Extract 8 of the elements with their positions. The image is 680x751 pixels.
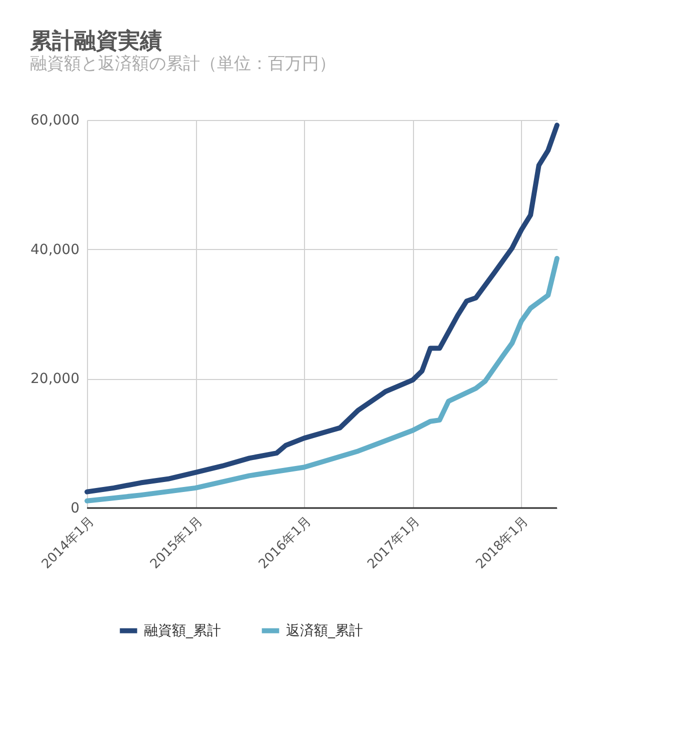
chart-subtitle: 融資額と返済額の累計（単位：百万円） bbox=[30, 54, 336, 74]
y-tick-label: 20,000 bbox=[30, 371, 80, 388]
chart-title: 累計融資実績 bbox=[29, 28, 162, 54]
y-tick-label: 0 bbox=[70, 500, 80, 516]
y-tick-label: 40,000 bbox=[30, 242, 80, 258]
legend-label: 返済額_累計 bbox=[286, 622, 363, 639]
legend-label: 融資額_累計 bbox=[144, 622, 221, 639]
y-tick-label: 60,000 bbox=[30, 112, 80, 128]
